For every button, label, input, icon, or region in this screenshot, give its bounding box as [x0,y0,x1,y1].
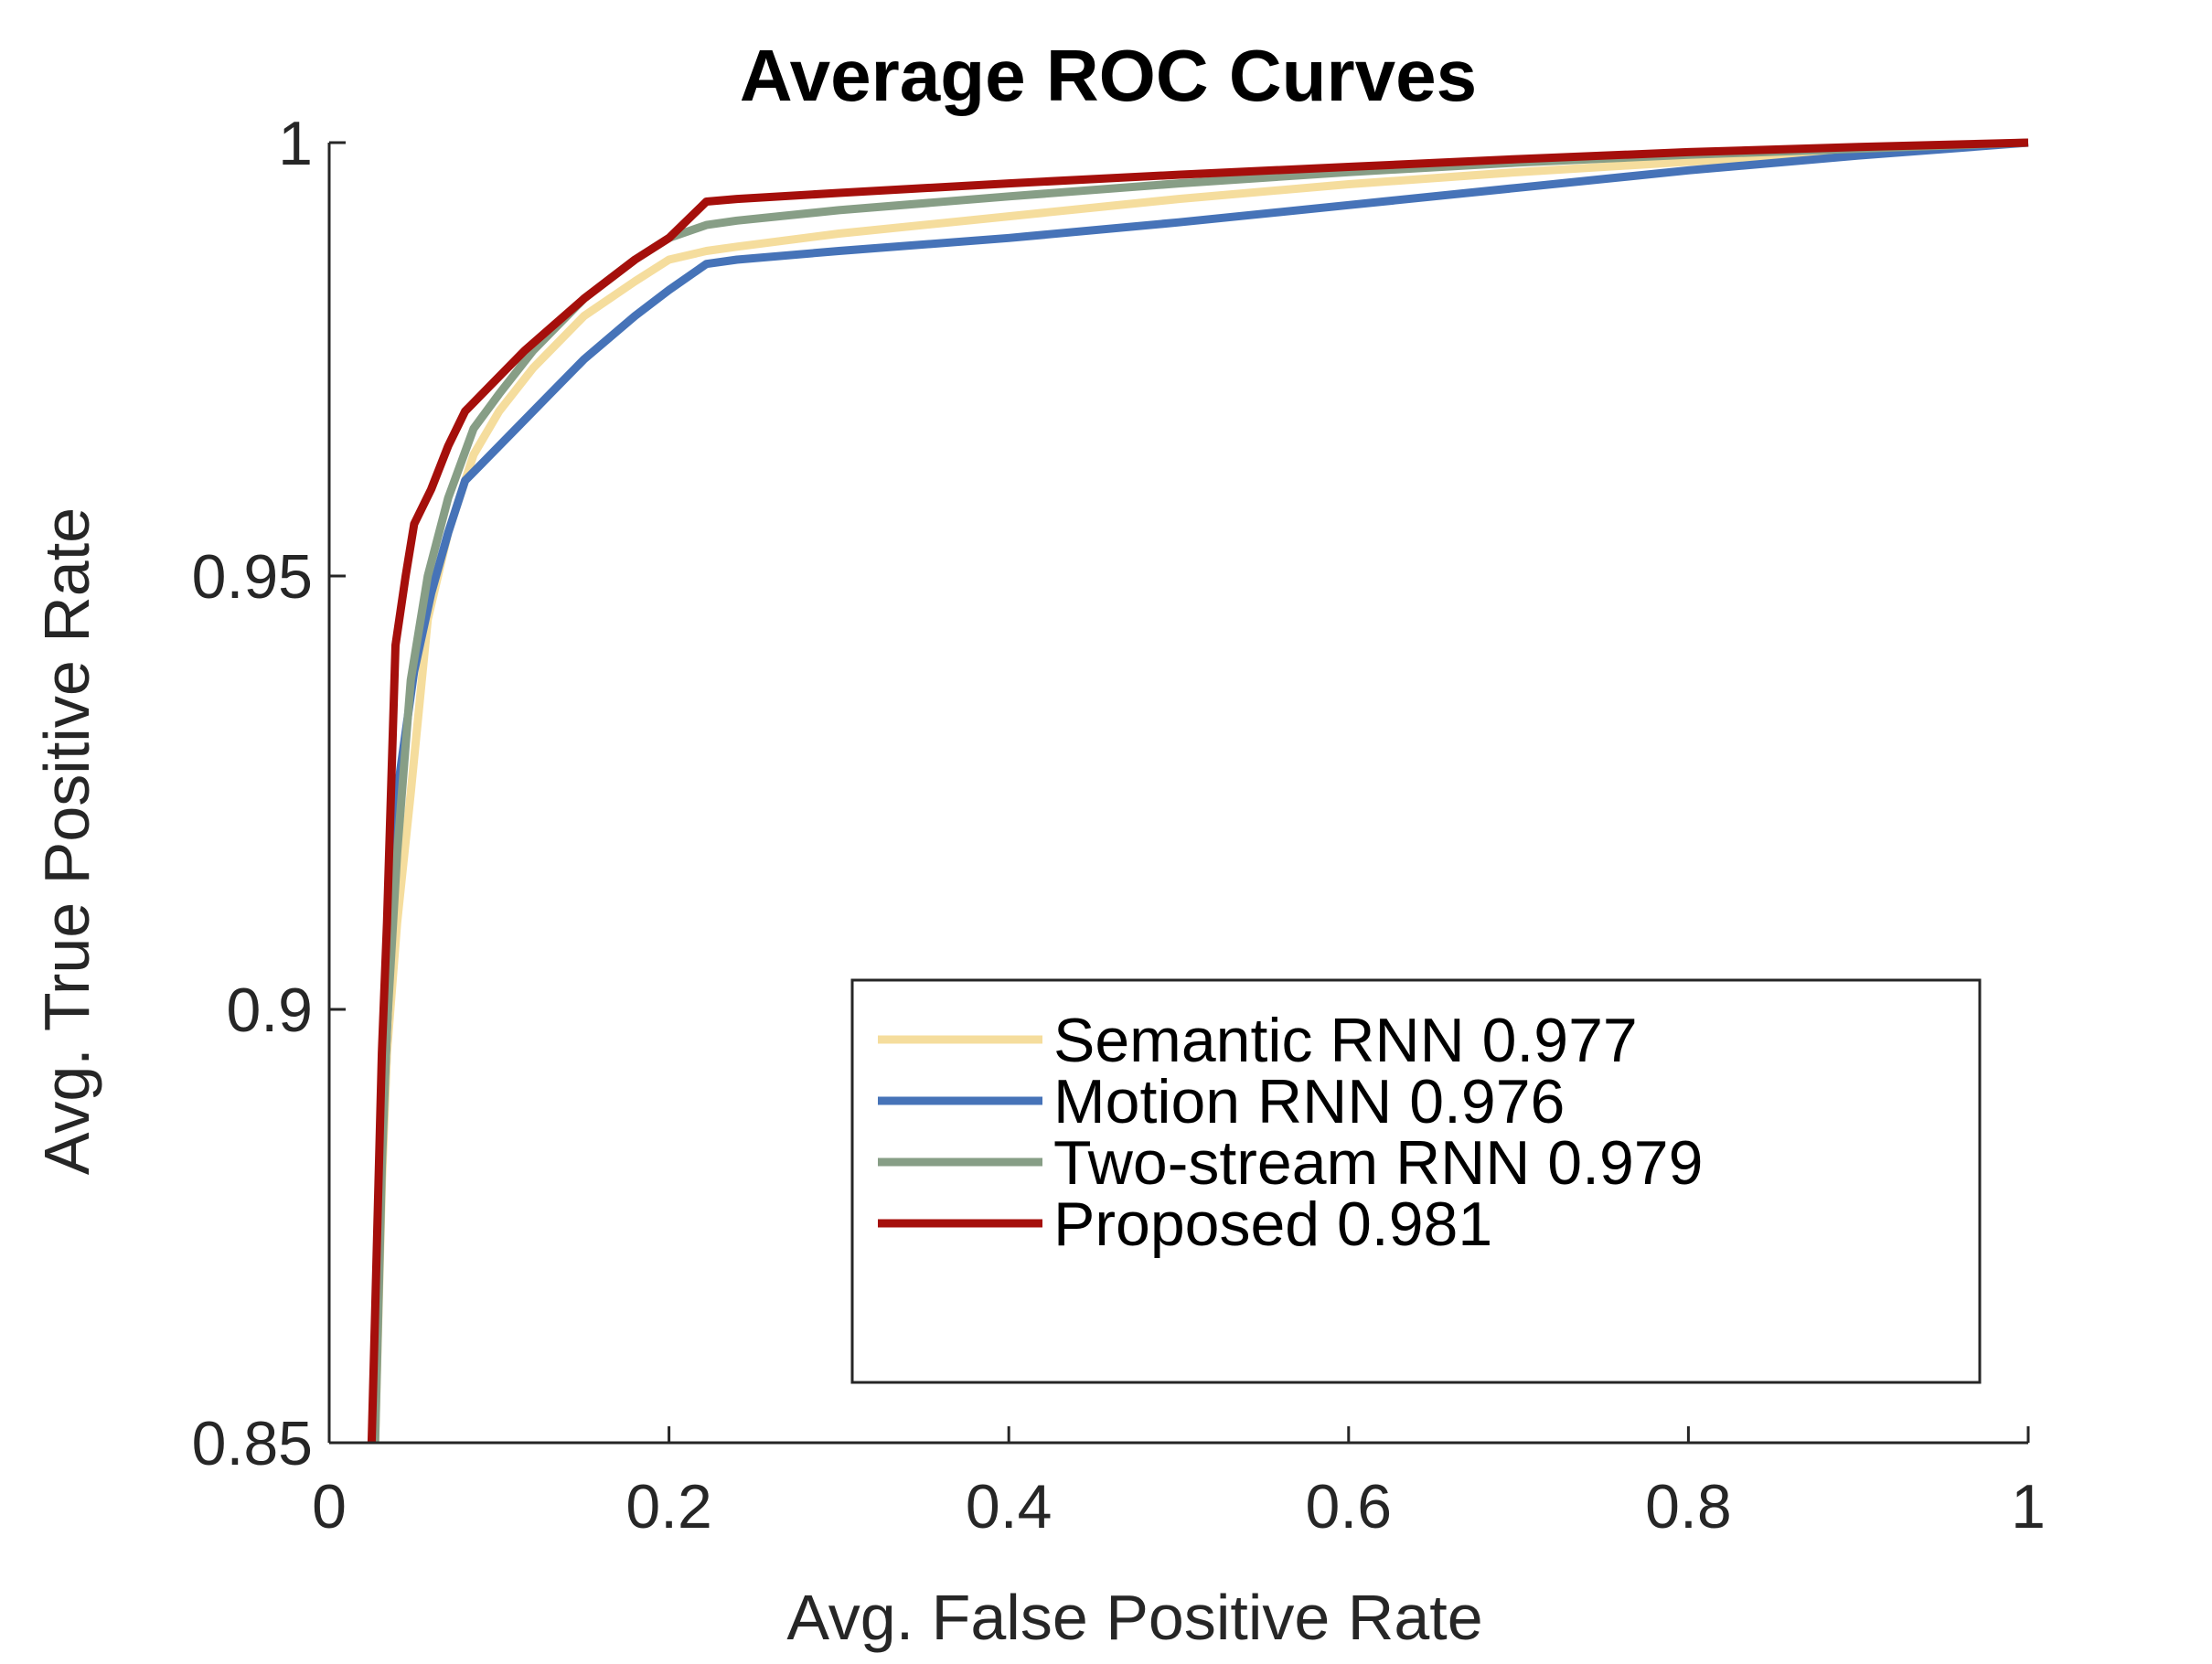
legend-label-two-stream: Two-stream RNN 0.979 [1053,1128,1703,1198]
x-tick-label: 1 [2011,1472,2046,1541]
legend-label-proposed: Proposed 0.981 [1053,1189,1492,1259]
y-tick-label: 1 [278,109,313,178]
x-tick-label: 0.6 [1306,1472,1393,1541]
legend-label-motion: Motion RNN 0.976 [1053,1067,1565,1136]
series-line-motion [369,138,2029,1443]
x-axis-label: Avg. False Positive Rate [786,1582,1482,1653]
y-axis-label: Avg. True Positive Rate [31,507,102,1175]
x-tick-label: 0 [312,1472,347,1541]
legend-box [850,978,1982,1384]
y-tick-label: 0.85 [192,1409,313,1478]
legend-label-semantic: Semantic RNN 0.977 [1053,1006,1638,1075]
x-tick-label: 0.8 [1645,1472,1732,1541]
series-group [367,138,2029,1443]
chart-title: Average ROC Curves [740,35,1477,116]
y-tick-label: 0.9 [226,976,313,1045]
x-tick-label: 0.4 [966,1472,1053,1541]
y-ticks: 0.85 0.9 0.95 1 [192,109,346,1478]
x-ticks: 0 0.2 0.4 0.6 0.8 1 [312,1426,2046,1541]
x-tick-label: 0.2 [625,1472,712,1541]
y-tick-label: 0.95 [192,542,313,612]
series-line-proposed [367,138,2029,1443]
